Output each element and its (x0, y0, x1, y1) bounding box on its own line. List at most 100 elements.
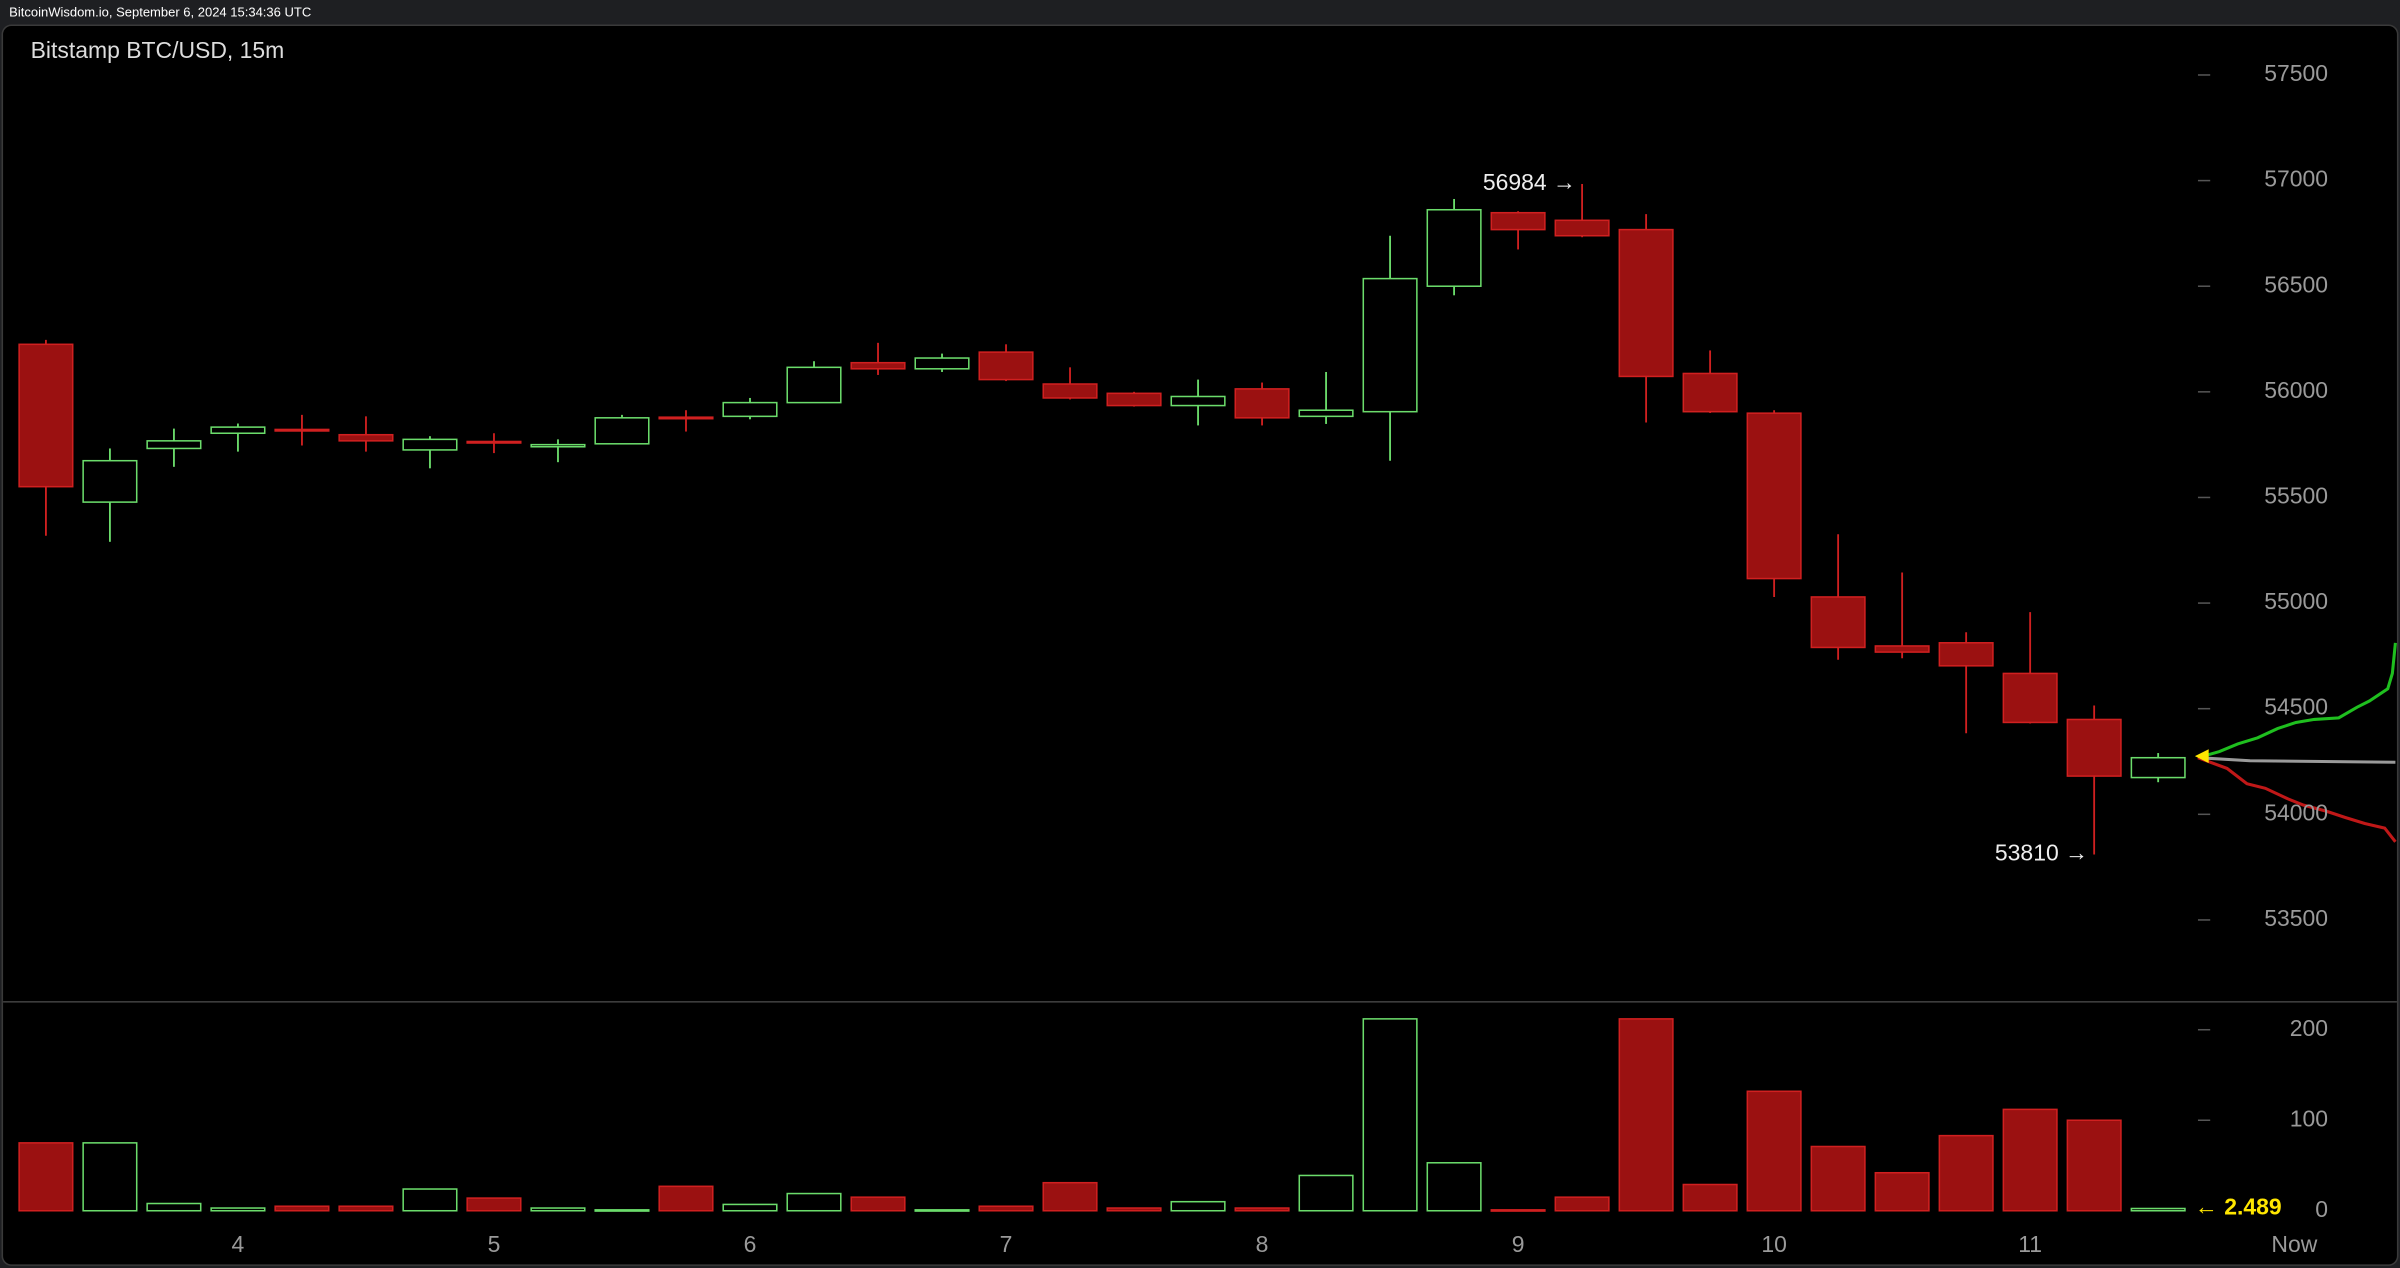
volume-bar (1682, 1183, 1738, 1212)
x-tick-label: 9 (1512, 1231, 1525, 1257)
price-annotation: 56984 → (1483, 169, 1576, 195)
x-tick-label: 4 (232, 1231, 245, 1257)
x-tick-label: 11 (2018, 1231, 2042, 1257)
volume-bar (2002, 1108, 2058, 1212)
candle-body (2066, 718, 2122, 777)
volume-bar (914, 1209, 970, 1212)
x-tick-label: 6 (744, 1231, 757, 1257)
candle-body (1938, 642, 1994, 667)
volume-bar (2130, 1207, 2186, 1212)
candle-body (146, 440, 202, 450)
y-tick-label: 200 (2290, 1015, 2328, 1041)
candle-body (722, 401, 778, 418)
volume-bar (1938, 1134, 1994, 1212)
value-label-bg (2190, 1194, 2301, 1223)
candle-body (466, 440, 522, 444)
volume-bar (1106, 1207, 1162, 1212)
x-tick-label: 8 (1256, 1231, 1269, 1257)
volume-bar (18, 1142, 74, 1212)
candle-body (338, 433, 394, 442)
volume-bar (722, 1203, 778, 1212)
y-tick-label: 54000 (2264, 799, 2328, 825)
volume-bar (1234, 1207, 1290, 1212)
volume-bar (1618, 1018, 1674, 1212)
volume-bar (1362, 1018, 1418, 1212)
candle-body (1618, 228, 1674, 378)
candle-body (210, 426, 266, 435)
header: BitcoinWisdom.io, September 6, 2024 15:3… (9, 4, 311, 19)
projection-mid (2197, 756, 2396, 764)
candle-body (1298, 409, 1354, 418)
volume-bar (210, 1207, 266, 1212)
volume-bar (786, 1192, 842, 1212)
y-tick-label: 55000 (2264, 588, 2328, 614)
volume-bar (1490, 1209, 1546, 1212)
x-tick-label: 7 (1000, 1231, 1013, 1257)
volume-bar (530, 1207, 586, 1212)
candle-body (1810, 596, 1866, 649)
candle-body (914, 357, 970, 370)
volume-bar (1746, 1090, 1802, 1212)
candle-body (1362, 277, 1418, 413)
volume-bar (402, 1188, 458, 1212)
candle-body (786, 366, 842, 404)
chart-title: Bitstamp BTC/USD, 15m (31, 37, 285, 63)
candle-body (2002, 672, 2058, 724)
volume-bar (1042, 1181, 1098, 1212)
candle-body (594, 417, 650, 445)
projection-high (2197, 642, 2397, 760)
candle-body (1426, 208, 1482, 287)
volume-bar (274, 1205, 330, 1212)
volume-bar (850, 1196, 906, 1212)
candle-body (1170, 395, 1226, 407)
volume-bar (1170, 1200, 1226, 1212)
candle-body (1042, 383, 1098, 399)
candle-body (1874, 645, 1930, 653)
y-tick-label: 54500 (2264, 694, 2328, 720)
volume-bar (1554, 1196, 1610, 1212)
volume-bar (1810, 1145, 1866, 1212)
candle-body (1490, 211, 1546, 231)
y-tick-label: 53500 (2264, 905, 2328, 931)
chart-panel (1, 24, 2399, 1266)
x-tick-label: 5 (488, 1231, 501, 1257)
volume-bar (1874, 1171, 1930, 1212)
projection (2194, 642, 2397, 843)
volume-bar (978, 1205, 1034, 1212)
volume-bar (146, 1202, 202, 1212)
volume-bar (594, 1209, 650, 1212)
y-tick-label: 56000 (2264, 377, 2328, 403)
volume-bar (338, 1205, 394, 1212)
y-tick-label: 55500 (2264, 483, 2328, 509)
price-annotation: 53810 → (1995, 840, 2088, 866)
volume-bar (1298, 1174, 1354, 1212)
candle-body (1234, 388, 1290, 419)
x-tick-label: 10 (1761, 1231, 1787, 1257)
candle-body (274, 428, 330, 432)
candle-body (530, 443, 586, 448)
candle-body (658, 416, 714, 420)
current-price-marker (2194, 749, 2209, 764)
y-tick-label: 100 (2290, 1105, 2328, 1131)
candle-body (18, 343, 74, 488)
y-tick-label: 0 (2315, 1196, 2328, 1222)
candle-body (2130, 756, 2186, 779)
volume-bar (1426, 1162, 1482, 1212)
candle-body (82, 459, 138, 503)
y-tick-label: 56500 (2264, 271, 2328, 297)
volume-bar (658, 1185, 714, 1212)
candle-body (978, 351, 1034, 381)
volume-bar (466, 1197, 522, 1212)
candle-body (1106, 392, 1162, 407)
y-tick-label: 57500 (2264, 60, 2328, 86)
candle-body (1746, 412, 1802, 580)
candle-body (1554, 219, 1610, 237)
candle-body (402, 438, 458, 451)
volume-bar (82, 1142, 138, 1212)
x-end-label: Now (2271, 1231, 2317, 1257)
candle-body (850, 361, 906, 370)
volume-bar (2066, 1119, 2122, 1212)
candle-body (1682, 372, 1738, 413)
